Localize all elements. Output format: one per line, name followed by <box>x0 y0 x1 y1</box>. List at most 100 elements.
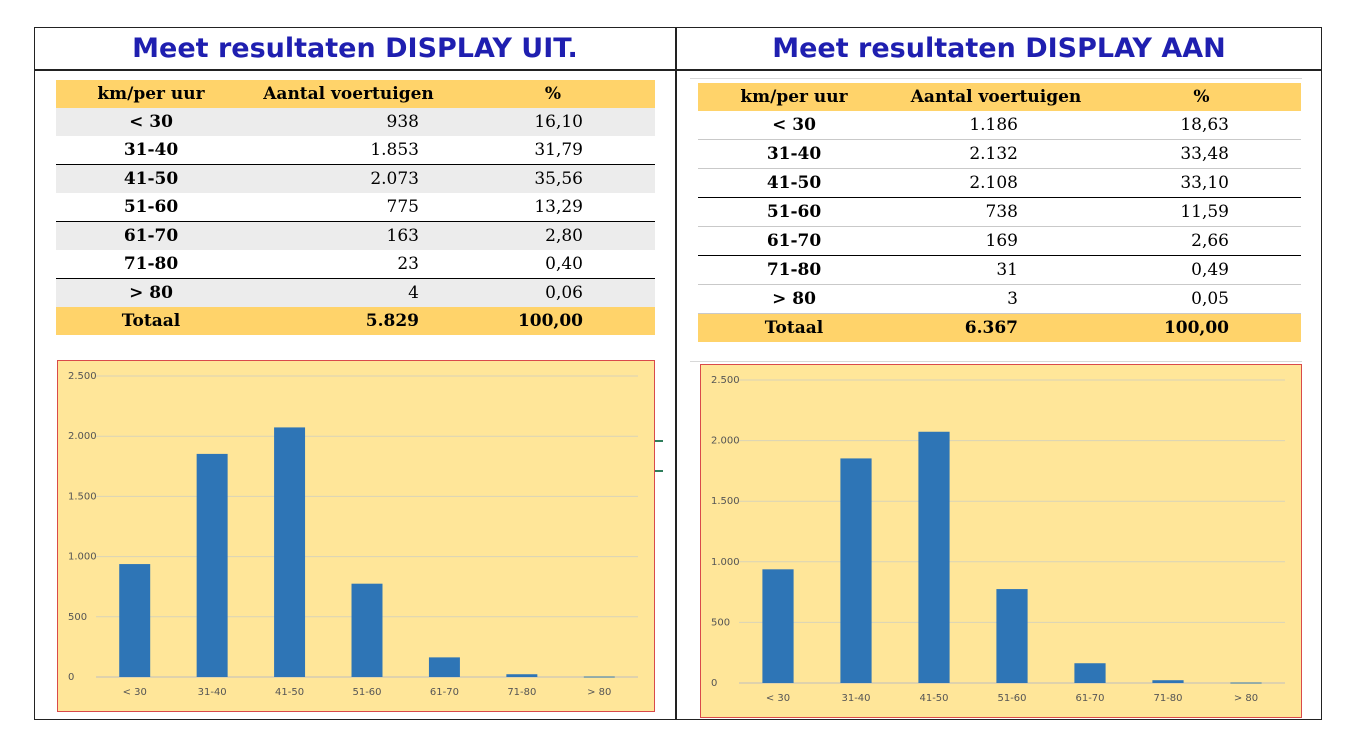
x-tick-label: < 30 <box>766 693 790 704</box>
cell-total-count: 5.829 <box>246 307 451 335</box>
bar-5 <box>428 657 460 677</box>
left-panel-title: Meet resultaten DISPLAY UIT. <box>132 33 578 64</box>
x-tick-label: 71-80 <box>1153 693 1182 704</box>
cell-pct: 2,66 <box>1102 226 1301 256</box>
y-tick-label: 500 <box>711 617 730 628</box>
table-row: 31-40 2.132 33,48 <box>698 139 1301 169</box>
header-pct: % <box>451 80 655 108</box>
header-count: Aantal voertuigen <box>246 80 451 108</box>
cell-total-label: Totaal <box>698 313 890 342</box>
table-row: 41-50 2.073 35,56 <box>56 164 655 193</box>
bar-3 <box>274 427 306 677</box>
header-speed: km/per uur <box>698 83 890 111</box>
outer-frame <box>34 27 1322 720</box>
y-tick-label: 0 <box>68 672 74 683</box>
bar-6 <box>506 674 538 677</box>
cell-speed: < 30 <box>698 111 890 140</box>
y-tick-label: 2.000 <box>68 431 97 442</box>
cell-pct: 0,49 <box>1102 255 1301 285</box>
x-tick-label: 71-80 <box>507 687 536 698</box>
right-bar-chart: 0 500 1.000 1.500 2.000 2.500 < 30 31-40 41-50 51… <box>700 364 1302 718</box>
cell-count: 775 <box>246 193 451 222</box>
bar-3 <box>918 431 950 683</box>
cell-pct: 0,05 <box>1102 284 1301 314</box>
table-row: < 30 1.186 18,63 <box>698 111 1301 140</box>
cell-speed: 41-50 <box>698 168 890 198</box>
left-bar-chart: 0 500 1.000 1.500 2.000 2.500 < 30 31-40 41-50 51… <box>57 360 655 712</box>
title-divider <box>34 69 1322 71</box>
y-tick-label: 2.000 <box>711 436 740 447</box>
header-pct: % <box>1102 83 1301 111</box>
cell-speed: 71-80 <box>698 255 890 285</box>
cell-marker <box>655 440 663 442</box>
y-tick-label: 1.000 <box>711 557 740 568</box>
y-tick-label: 1.500 <box>68 491 97 502</box>
x-tick-label: 61-70 <box>430 687 459 698</box>
x-tick-label: 31-40 <box>198 687 227 698</box>
table-row: 51-60 775 13,29 <box>56 193 655 222</box>
cell-speed: 61-70 <box>698 226 890 256</box>
bar-2 <box>196 453 228 677</box>
cell-speed: 51-60 <box>698 197 890 227</box>
x-tick-label: > 80 <box>587 687 611 698</box>
cell-count: 1.853 <box>246 136 451 165</box>
cell-marker <box>655 470 663 472</box>
table-total-row: Totaal 6.367 100,00 <box>698 313 1301 342</box>
cell-count: 2.132 <box>890 139 1102 169</box>
y-tick-label: 1.500 <box>711 496 740 507</box>
cell-count: 3 <box>890 284 1102 314</box>
cell-speed: 41-50 <box>56 164 246 193</box>
cell-count: 169 <box>890 226 1102 256</box>
left-chart-svg: 0 500 1.000 1.500 2.000 2.500 < 30 31-40 41-50 51… <box>68 371 638 698</box>
x-tick-label: 31-40 <box>841 693 870 704</box>
table-row: < 30 938 16,10 <box>56 108 655 136</box>
y-tick-label: 1.000 <box>68 552 97 563</box>
cell-total-pct: 100,00 <box>451 307 655 335</box>
sheet-gridline <box>690 78 1302 79</box>
bar-4 <box>996 589 1028 683</box>
bar-4 <box>351 583 383 677</box>
cell-pct: 0,40 <box>451 250 655 279</box>
right-panel-title: Meet resultaten DISPLAY AAN <box>772 33 1226 64</box>
x-tick-label: < 30 <box>123 687 147 698</box>
cell-speed: 31-40 <box>698 139 890 169</box>
cell-speed: 61-70 <box>56 221 246 250</box>
table-row: 31-40 1.853 31,79 <box>56 136 655 165</box>
bar-2 <box>840 458 872 683</box>
bar-1 <box>762 569 794 683</box>
bar-6 <box>1152 680 1184 683</box>
cell-pct: 0,06 <box>451 278 655 307</box>
right-speed-table: km/per uur Aantal voertuigen % < 30 1.18… <box>698 83 1301 342</box>
cell-pct: 33,48 <box>1102 139 1301 169</box>
table-row: > 80 3 0,05 <box>698 284 1301 314</box>
cell-pct: 35,56 <box>451 164 655 193</box>
table-row: 71-80 31 0,49 <box>698 255 1301 285</box>
bar-5 <box>1074 663 1106 683</box>
cell-speed: 51-60 <box>56 193 246 222</box>
cell-total-label: Totaal <box>56 307 246 335</box>
cell-speed: > 80 <box>56 278 246 307</box>
cell-pct: 2,80 <box>451 221 655 250</box>
cell-pct: 16,10 <box>451 108 655 136</box>
cell-total-pct: 100,00 <box>1102 313 1301 342</box>
cell-count: 23 <box>246 250 451 279</box>
table-row: > 80 4 0,06 <box>56 278 655 307</box>
cell-pct: 18,63 <box>1102 111 1301 140</box>
bar-7 <box>1230 682 1262 684</box>
table-row: 41-50 2.108 33,10 <box>698 168 1301 198</box>
sheet-gridline <box>690 361 1302 362</box>
x-tick-label: 41-50 <box>919 693 948 704</box>
x-tick-label: 61-70 <box>1075 693 1104 704</box>
y-tick-label: 0 <box>711 678 717 689</box>
cell-count: 2.073 <box>246 164 451 193</box>
header-count: Aantal voertuigen <box>890 83 1102 111</box>
cell-speed: 31-40 <box>56 136 246 165</box>
bar-7 <box>583 676 615 678</box>
x-tick-label: 51-60 <box>352 687 381 698</box>
cell-count: 4 <box>246 278 451 307</box>
cell-pct: 31,79 <box>451 136 655 165</box>
cell-total-count: 6.367 <box>890 313 1102 342</box>
x-tick-label: 41-50 <box>275 687 304 698</box>
left-speed-table: km/per uur Aantal voertuigen % < 30 938 … <box>56 80 655 335</box>
y-tick-label: 500 <box>68 612 87 623</box>
